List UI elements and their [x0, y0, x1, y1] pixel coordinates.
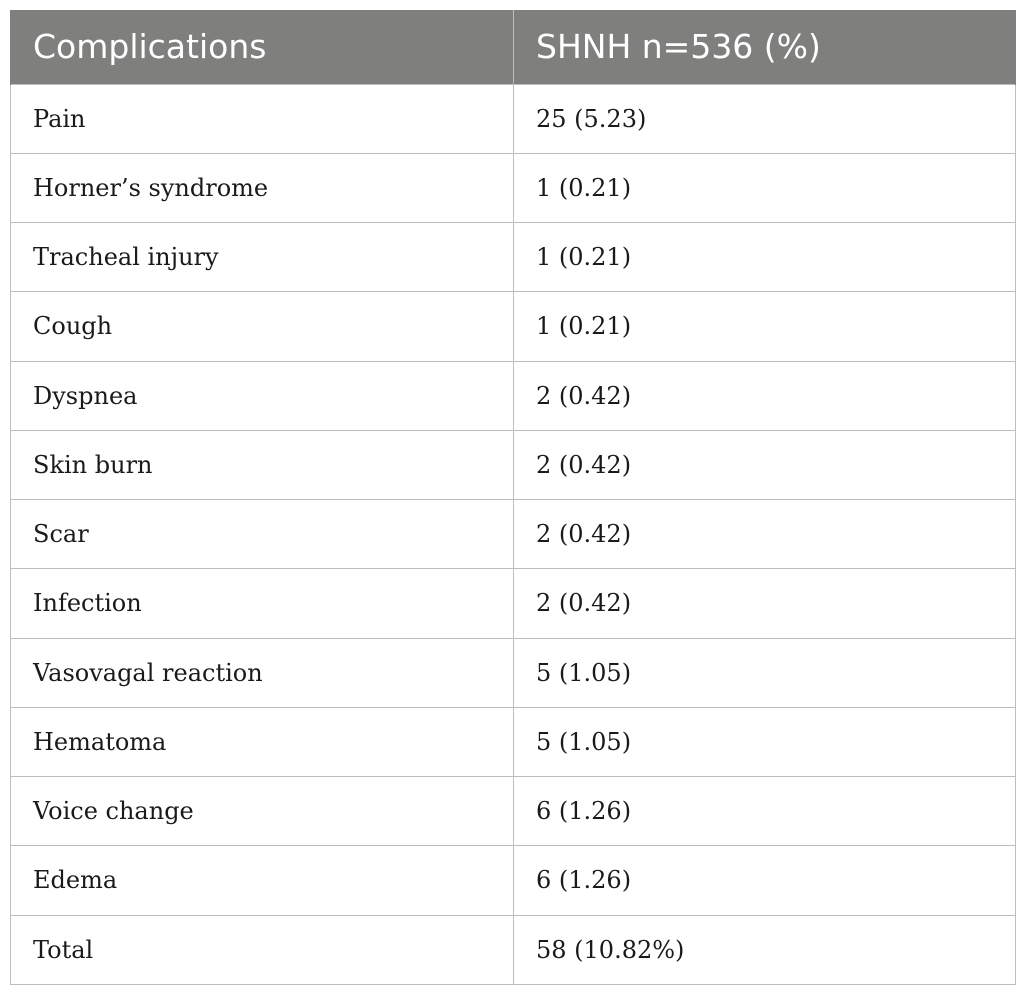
complication-name: Scar — [10, 498, 514, 570]
header-row: Complications SHNH n=536 (%) — [10, 10, 1016, 84]
table-row: Voice change 6 (1.26) — [10, 775, 1016, 847]
table-header: Complications SHNH n=536 (%) — [10, 10, 1016, 84]
complications-table-container: Complications SHNH n=536 (%) Pain 25 (5.… — [10, 10, 1016, 985]
complication-count: 2 (0.42) — [513, 429, 1016, 501]
table-row: Edema 6 (1.26) — [10, 845, 1016, 916]
complication-count: 5 (1.05) — [513, 706, 1016, 778]
table-row: Scar 2 (0.42) — [10, 498, 1016, 570]
table-row: Pain 25 (5.23) — [10, 83, 1016, 154]
table-row: Cough 1 (0.21) — [10, 291, 1016, 362]
header-complications: Complications — [10, 10, 514, 84]
complication-name: Dyspnea — [10, 360, 514, 431]
total-count: 58 (10.82%) — [513, 914, 1016, 985]
complication-name: Infection — [10, 568, 514, 639]
table-row: Tracheal injury 1 (0.21) — [10, 221, 1016, 293]
total-label: Total — [10, 914, 514, 985]
complication-count: 25 (5.23) — [513, 83, 1016, 154]
complication-name: Edema — [10, 845, 514, 916]
complication-name: Voice change — [10, 775, 514, 847]
complication-name: Horner’s syndrome — [10, 152, 514, 224]
complication-name: Pain — [10, 83, 514, 154]
complication-count: 1 (0.21) — [513, 221, 1016, 293]
complications-table: Complications SHNH n=536 (%) Pain 25 (5.… — [10, 10, 1016, 985]
complication-name: Cough — [10, 291, 514, 362]
table-row: Skin burn 2 (0.42) — [10, 429, 1016, 501]
complication-count: 2 (0.42) — [513, 498, 1016, 570]
complication-name: Skin burn — [10, 429, 514, 501]
header-shnh-count: SHNH n=536 (%) — [513, 10, 1016, 84]
complication-name: Vasovagal reaction — [10, 637, 514, 708]
complication-name: Hematoma — [10, 706, 514, 778]
complication-count: 6 (1.26) — [513, 775, 1016, 847]
complication-count: 1 (0.21) — [513, 291, 1016, 362]
complication-count: 6 (1.26) — [513, 845, 1016, 916]
complication-name: Tracheal injury — [10, 221, 514, 293]
complication-count: 2 (0.42) — [513, 360, 1016, 431]
table-row: Vasovagal reaction 5 (1.05) — [10, 637, 1016, 708]
complication-count: 1 (0.21) — [513, 152, 1016, 224]
table-row: Infection 2 (0.42) — [10, 568, 1016, 639]
table-row: Horner’s syndrome 1 (0.21) — [10, 152, 1016, 224]
table-row: Hematoma 5 (1.05) — [10, 706, 1016, 778]
table-body: Pain 25 (5.23) Horner’s syndrome 1 (0.21… — [10, 83, 1016, 985]
complication-count: 2 (0.42) — [513, 568, 1016, 639]
table-row: Dyspnea 2 (0.42) — [10, 360, 1016, 431]
complication-count: 5 (1.05) — [513, 637, 1016, 708]
total-row: Total 58 (10.82%) — [10, 914, 1016, 985]
